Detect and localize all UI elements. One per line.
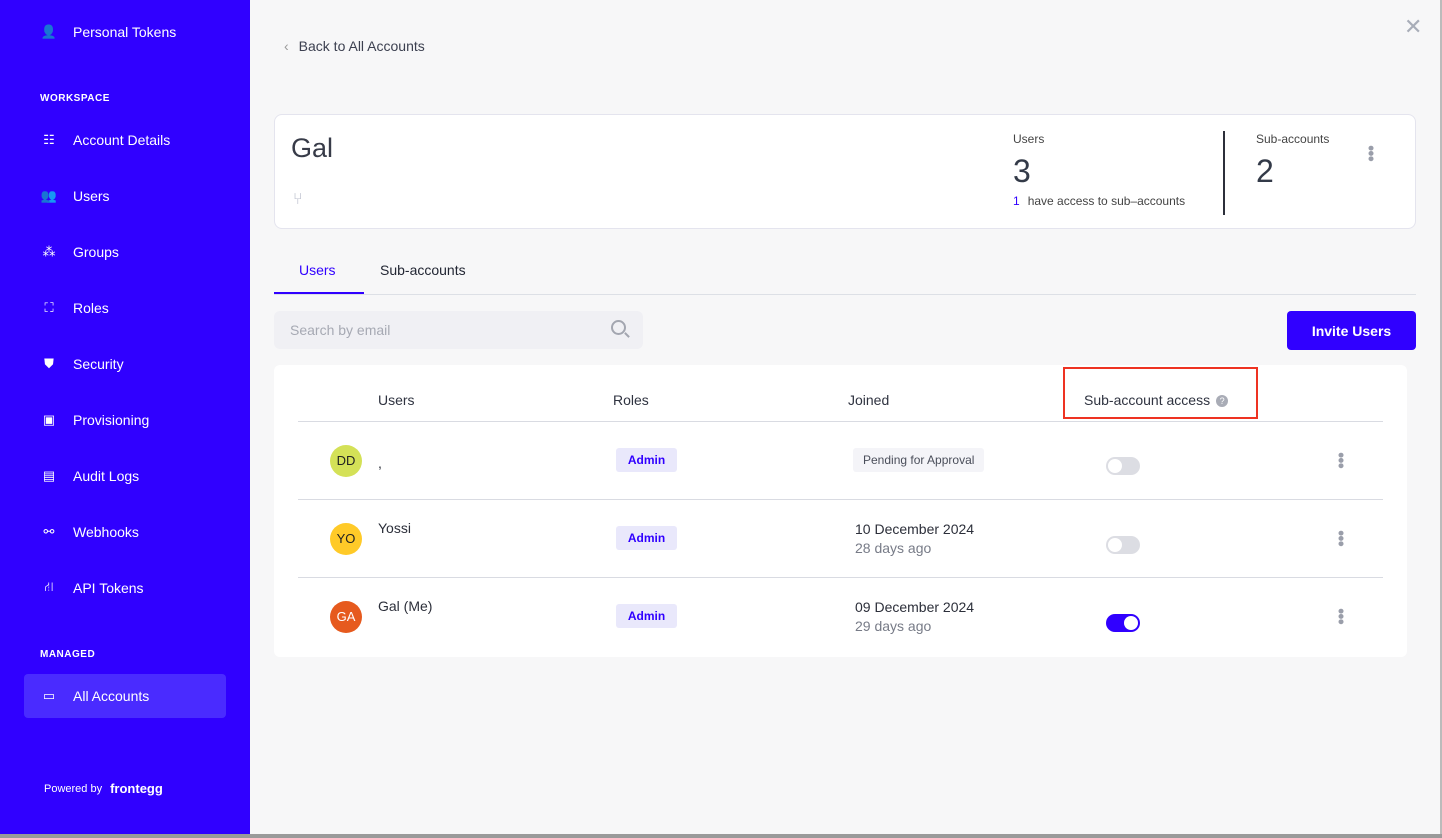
invite-users-button[interactable]: Invite Users [1287, 311, 1416, 350]
section-workspace: WORKSPACE [40, 93, 110, 104]
groups-icon: ⁂ [42, 244, 56, 259]
role-badge: Admin [616, 604, 677, 628]
frontegg-logo: frontegg [110, 781, 163, 796]
column-sub-account-access: Sub-account access? [1084, 392, 1229, 408]
sidebar-item-personal-tokens[interactable]: 👤 Personal Tokens [24, 10, 226, 54]
sidebar-item-label: Roles [73, 300, 109, 316]
table-row: DD , Admin Pending for Approval ••• [298, 421, 1383, 499]
joined-relative: 29 days ago [855, 618, 932, 634]
users-stat-label: Users [1013, 132, 1045, 146]
window-border [0, 834, 1442, 838]
joined-date: 09 December 2024 [855, 599, 975, 615]
sidebar-item-label: Account Details [73, 132, 171, 148]
access-text: have access to sub–accounts [1027, 194, 1186, 208]
joined-relative: 28 days ago [855, 540, 932, 556]
tab-users[interactable]: Users [299, 262, 336, 278]
user-name: Gal (Me) [378, 598, 433, 614]
role-badge: Admin [616, 448, 677, 472]
user-name: Yossi [378, 520, 411, 536]
provisioning-icon: ▣ [42, 412, 56, 427]
sidebar-item-api-tokens[interactable]: ⛙ API Tokens [24, 566, 226, 610]
sidebar-item-label: All Accounts [73, 688, 150, 704]
column-label: Sub-account access [1084, 392, 1211, 408]
sidebar-item-label: Provisioning [73, 412, 150, 428]
user-edit-icon: 👤 [40, 24, 58, 39]
subaccounts-stat-count: 2 [1256, 153, 1274, 189]
sidebar-item-roles[interactable]: ⛶ Roles [24, 286, 226, 330]
roles-icon: ⛶ [44, 300, 54, 315]
sidebar-item-label: Security [73, 356, 124, 372]
window-border [1440, 0, 1442, 838]
document-icon: ▤ [42, 468, 56, 483]
joined-date: 10 December 2024 [855, 521, 975, 537]
avatar: YO [330, 523, 362, 555]
sidebar-item-webhooks[interactable]: ⚯ Webhooks [24, 510, 226, 554]
tab-sub-accounts[interactable]: Sub-accounts [380, 262, 466, 278]
hierarchy-icon: ⑂ [293, 191, 303, 208]
sidebar-item-audit-logs[interactable]: ▤ Audit Logs [24, 454, 226, 498]
divider [1223, 131, 1225, 215]
avatar: DD [330, 445, 362, 477]
api-icon: ⛙ [44, 579, 54, 594]
back-label: Back to All Accounts [298, 38, 425, 54]
tabs-divider [274, 294, 1416, 295]
sidebar-item-security[interactable]: ⛊ Security [24, 342, 226, 386]
back-link[interactable]: ‹ Back to All Accounts [284, 38, 425, 54]
card-icon: ▭ [42, 688, 56, 703]
column-joined: Joined [848, 392, 890, 408]
access-count: 1 [1013, 194, 1020, 208]
sidebar-item-label: API Tokens [73, 580, 144, 596]
powered-by: Powered by frontegg [44, 781, 163, 796]
users-icon: 👥 [40, 188, 58, 203]
users-table: Users Roles Joined Sub-account access? D… [274, 365, 1407, 657]
row-menu-icon[interactable]: ••• [1331, 452, 1351, 468]
subaccounts-stat-label: Sub-accounts [1256, 132, 1330, 146]
webhook-icon: ⚯ [43, 524, 55, 539]
sidebar-item-label: Personal Tokens [73, 24, 177, 40]
users-stat-count: 3 [1013, 153, 1031, 189]
section-managed: MANAGED [40, 649, 96, 660]
sidebar-item-users[interactable]: 👥 Users [24, 174, 226, 218]
sub-account-access-toggle[interactable] [1106, 614, 1140, 632]
powered-by-text: Powered by [44, 782, 103, 795]
column-roles: Roles [613, 392, 649, 408]
highlight-box [1063, 367, 1258, 419]
sliders-icon: ☷ [43, 132, 55, 147]
row-menu-icon[interactable]: ••• [1331, 608, 1351, 624]
sidebar-item-label: Webhooks [73, 524, 139, 540]
shield-icon: ⛊ [44, 356, 54, 371]
sidebar-item-groups[interactable]: ⁂ Groups [24, 230, 226, 274]
account-summary-card: Gal ⑂ Users 3 1 have access to sub–accoun… [274, 114, 1416, 229]
user-name: , [378, 455, 382, 471]
help-icon[interactable]: ? [1216, 395, 1229, 407]
search-icon[interactable] [611, 320, 626, 335]
sidebar-item-account-details[interactable]: ☷ Account Details [24, 118, 226, 162]
sidebar: 👤 Personal Tokens WORKSPACE ☷ Account Deta… [0, 0, 250, 834]
avatar: GA [330, 601, 362, 633]
account-name: Gal [291, 133, 334, 163]
search-input[interactable] [274, 311, 643, 349]
sidebar-item-label: Groups [73, 244, 119, 260]
table-row: GA Gal (Me) Admin 09 December 2024 29 da… [298, 577, 1383, 655]
sidebar-item-all-accounts[interactable]: ▭ All Accounts [24, 674, 226, 718]
chevron-left-icon: ‹ [284, 38, 289, 54]
sidebar-item-provisioning[interactable]: ▣ Provisioning [24, 398, 226, 442]
role-badge: Admin [616, 526, 677, 550]
table-row: YO Yossi Admin 10 December 2024 28 days … [298, 499, 1383, 577]
sub-account-access-toggle[interactable] [1106, 457, 1140, 475]
sub-account-access-toggle[interactable] [1106, 536, 1140, 554]
more-options-icon[interactable]: ••• [1361, 145, 1381, 161]
row-menu-icon[interactable]: ••• [1331, 530, 1351, 546]
sidebar-item-label: Audit Logs [73, 468, 140, 484]
tab-active-indicator [274, 292, 364, 294]
sidebar-item-label: Users [73, 188, 110, 204]
column-users: Users [378, 392, 415, 408]
status-badge: Pending for Approval [853, 448, 985, 472]
close-icon[interactable]: ✕ [1404, 14, 1423, 39]
